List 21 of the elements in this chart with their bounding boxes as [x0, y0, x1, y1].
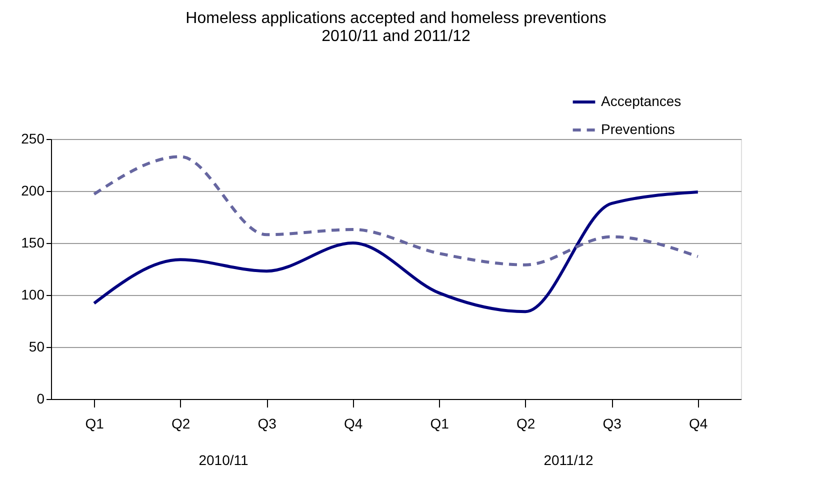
y-tick-label: 150: [21, 234, 45, 250]
line-series: [92, 190, 700, 314]
text: 2011/12: [544, 452, 594, 468]
x-tick-label: Q3: [602, 416, 622, 432]
x-tick-label: Q1: [430, 416, 450, 432]
legend-label: Acceptances: [601, 93, 682, 109]
x-tick-label: Q2: [172, 416, 190, 432]
x-tick-label: Q3: [258, 416, 277, 432]
y-tick-label: 200: [21, 182, 45, 198]
x-tick-label: Q4: [689, 416, 708, 432]
y-tick-label: 50: [28, 338, 45, 354]
chart-title: Homeless applications accepted and homeless preventions 2010/11 and 2011/12: [186, 10, 606, 45]
legend-label: Preventions: [601, 121, 675, 137]
line-series: [92, 155, 700, 266]
y-tick-label: 0: [36, 390, 45, 406]
y-tick-label: 250: [21, 130, 45, 146]
text: 2010/11: [198, 452, 248, 468]
x-tick-label: Q2: [516, 416, 536, 432]
x-tick-label: Q1: [85, 416, 104, 432]
y-tick-label: 100: [21, 286, 45, 302]
x-tick-label: Q4: [344, 416, 363, 432]
